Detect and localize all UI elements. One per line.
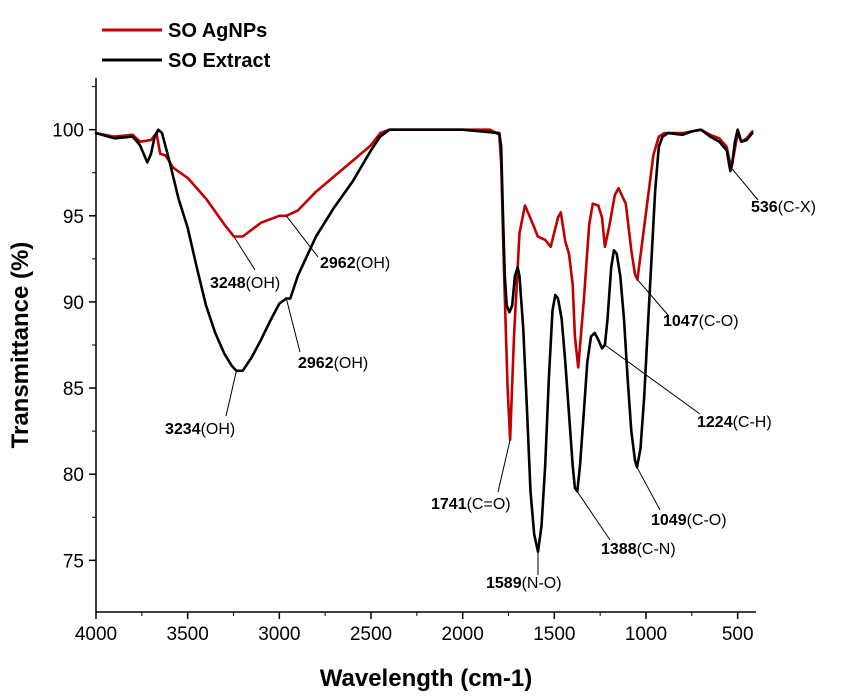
x-tick-label-500: 500	[722, 624, 754, 645]
x-tick-label-3500: 3500	[167, 624, 209, 645]
annotation-1047: 1047(C-O)	[663, 313, 739, 330]
annotation-leader-2962	[285, 215, 319, 258]
y-tick-label-100: 100	[52, 121, 84, 142]
annotation-1741: 1741(C=O)	[431, 496, 511, 513]
axis-ticks: 4000 3500 3000 2500 2000 1500 1000 500 75 80 85 90 9…	[52, 86, 754, 645]
x-axis-title: Wavelength (cm-1)	[320, 665, 532, 692]
series-line-so-agnps	[94, 128, 754, 441]
x-tick-label-1000: 1000	[625, 624, 667, 645]
x-tick-label-2000: 2000	[442, 624, 484, 645]
x-tick-label-2500: 2500	[350, 624, 392, 645]
legend-label-so-agnps: SO AgNPs	[168, 20, 267, 42]
annotation-leader-1741	[497, 439, 511, 493]
y-tick-label-85: 85	[63, 379, 84, 400]
annotation-2962: 2962(OH)	[320, 255, 390, 272]
x-tick-label-1500: 1500	[533, 624, 575, 645]
annotation-leader-1224	[604, 344, 701, 415]
annotation-1224: 1224(C-H)	[697, 414, 772, 431]
y-tick-label-75: 75	[63, 551, 84, 572]
annotation-leader-536	[730, 167, 759, 201]
annotation-leader-1049	[636, 467, 661, 511]
annotation-3248: 3248(OH)	[210, 275, 280, 292]
annotation-1049: 1049(C-O)	[651, 512, 727, 529]
annotation-layer: 3248(OH) 2962(OH) 2962(OH) 3234(OH) 1741(C=O…	[165, 167, 816, 592]
series-layer	[94, 128, 754, 553]
x-tick-label-4000: 4000	[75, 624, 117, 645]
annotation-1388: 1388(C-N)	[601, 541, 676, 558]
annotation-1589: 1589(N-O)	[486, 575, 562, 592]
annotation-leader-3248	[233, 236, 256, 271]
y-tick-label-90: 90	[63, 293, 84, 314]
x-tick-label-3000: 3000	[258, 624, 300, 645]
legend-label-so-extract: SO Extract	[168, 50, 271, 72]
legend: SO AgNPs SO Extract	[102, 20, 271, 72]
annotation-leader-1047	[637, 279, 669, 316]
annotation-536: 536(C-X)	[751, 199, 816, 216]
annotation-2962: 2962(OH)	[298, 355, 368, 372]
annotation-leader-3234	[225, 370, 237, 417]
series-line-so-extract	[94, 128, 754, 553]
annotation-3234: 3234(OH)	[165, 421, 235, 438]
y-tick-label-95: 95	[63, 207, 84, 228]
annotation-leader-1388	[574, 487, 611, 541]
annotation-leader-2962	[285, 298, 301, 353]
y-tick-label-80: 80	[63, 465, 84, 486]
y-axis-title: Transmittance (%)	[7, 242, 34, 449]
